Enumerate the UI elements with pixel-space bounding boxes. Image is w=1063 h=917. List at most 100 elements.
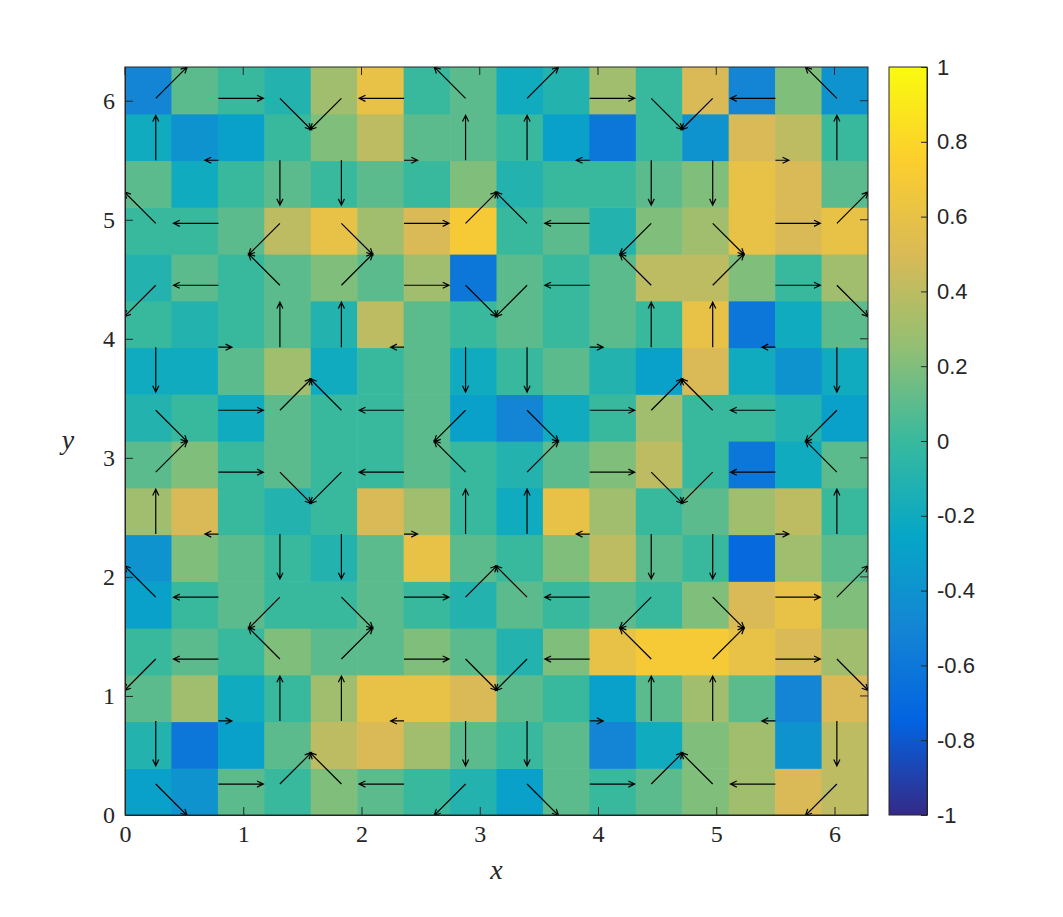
cell — [497, 348, 544, 395]
cell — [497, 207, 544, 254]
cell — [543, 301, 590, 348]
cell — [775, 488, 822, 535]
cell — [682, 675, 729, 722]
vector-arrow — [404, 282, 449, 288]
tick-mark — [125, 458, 133, 459]
vector-arrow — [310, 98, 341, 129]
cell — [311, 207, 358, 254]
vector-arrow — [341, 628, 372, 659]
tick: 0.2 — [921, 354, 968, 379]
cell — [404, 254, 451, 301]
cell — [682, 114, 729, 161]
cell — [775, 675, 822, 722]
tick-mark — [125, 339, 133, 340]
vector-arrow — [404, 656, 449, 662]
cell — [125, 581, 172, 628]
vector-arrow — [710, 302, 716, 347]
vector-arrow — [805, 441, 836, 472]
cell — [311, 254, 358, 301]
vector-arrow — [834, 489, 840, 534]
cell — [497, 67, 544, 114]
vector-arrow — [775, 594, 820, 600]
cell — [357, 394, 404, 441]
cell — [357, 441, 404, 488]
vector-arrow — [837, 192, 868, 223]
cell — [822, 161, 868, 208]
vector-arrow — [125, 285, 156, 316]
tick: -0.6 — [921, 653, 975, 678]
tick: 6 — [103, 88, 133, 114]
cell — [450, 628, 497, 675]
cell — [125, 114, 172, 161]
tick-mark — [921, 366, 927, 367]
tick-label: 4 — [103, 326, 115, 352]
tick-label: 0 — [120, 821, 132, 847]
vector-arrow — [434, 784, 465, 815]
vector-arrow — [153, 721, 159, 766]
axis-line — [126, 815, 869, 816]
cell — [264, 488, 311, 535]
vector-arrow — [590, 469, 635, 475]
tick: -0.4 — [921, 578, 975, 603]
cell — [357, 722, 404, 769]
cell — [497, 114, 544, 161]
mirror-ticks — [125, 67, 868, 815]
cell — [311, 768, 358, 815]
vector-arrow — [545, 594, 590, 600]
tick: 0 — [103, 802, 133, 828]
tick: 1 — [921, 55, 949, 80]
cell — [404, 628, 451, 675]
vector-arrow — [280, 379, 311, 410]
vector-arrow — [834, 347, 840, 392]
cell — [729, 348, 776, 395]
cell — [357, 348, 404, 395]
tick: 0.4 — [921, 279, 968, 304]
tick-mark — [860, 695, 868, 696]
vector-arrow — [404, 157, 417, 163]
tick-mark — [860, 100, 868, 101]
cell — [218, 722, 265, 769]
vector-arrow — [218, 407, 263, 413]
tick-mark — [480, 807, 481, 815]
tick: 3 — [103, 445, 133, 471]
tick-label: 0 — [937, 429, 949, 454]
cell — [543, 394, 590, 441]
vector-arrow — [837, 566, 868, 597]
tick: 4 — [103, 326, 133, 352]
cell — [404, 768, 451, 815]
cell — [543, 628, 590, 675]
cell — [218, 348, 265, 395]
cell — [264, 535, 311, 582]
vector-arrow — [391, 344, 404, 350]
cell — [311, 394, 358, 441]
cell — [125, 207, 172, 254]
cell — [682, 441, 729, 488]
cell — [682, 207, 729, 254]
cell — [357, 301, 404, 348]
cell — [636, 348, 683, 395]
vector-arrow — [404, 220, 449, 226]
tick-mark — [921, 740, 927, 741]
vector-arrow — [338, 534, 344, 579]
cell — [311, 628, 358, 675]
vector-arrow — [434, 67, 465, 98]
vector-arrow — [730, 95, 775, 101]
cell — [125, 394, 172, 441]
vector-arrow — [338, 676, 344, 721]
vector-arrow — [496, 659, 527, 690]
cells — [125, 67, 868, 815]
vector-arrow — [545, 282, 590, 288]
tick-label: 0.2 — [937, 354, 968, 379]
tick-mark — [921, 815, 927, 816]
cell — [497, 488, 544, 535]
cell — [589, 535, 636, 582]
cell — [311, 348, 358, 395]
vector-arrow — [681, 379, 712, 410]
vector-arrow — [359, 407, 404, 413]
tick-label: -0.2 — [937, 503, 975, 528]
cell — [682, 628, 729, 675]
cell — [450, 301, 497, 348]
vector-arrow — [466, 566, 497, 597]
cell — [311, 114, 358, 161]
tick: 1 — [103, 683, 133, 709]
